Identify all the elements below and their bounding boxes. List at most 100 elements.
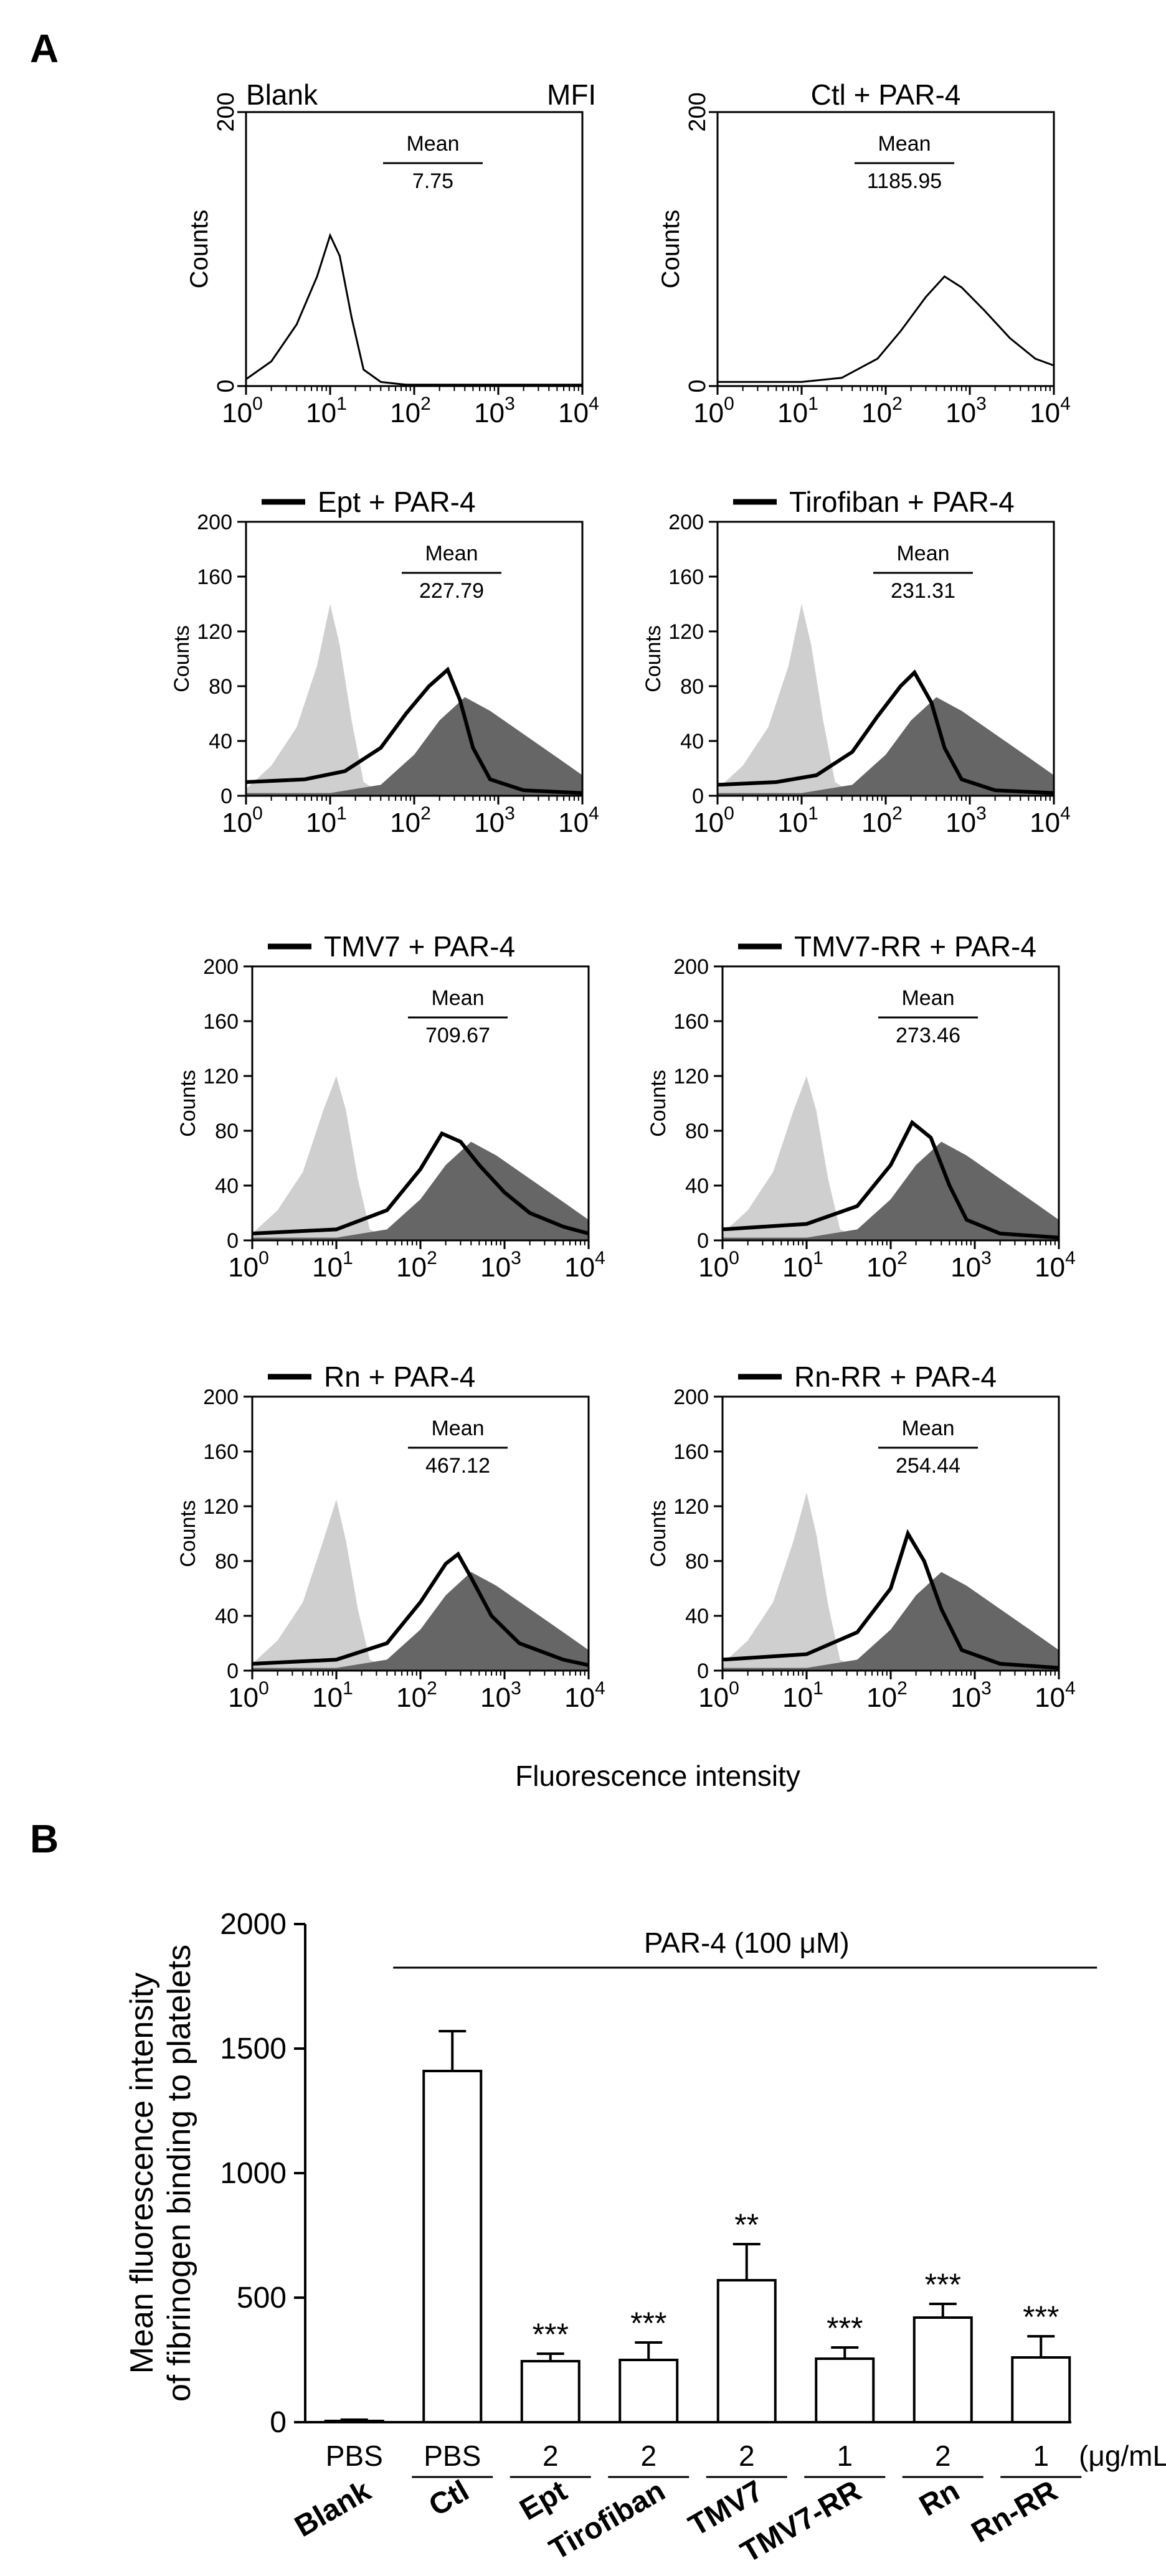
mean-header: Mean — [896, 542, 949, 565]
bar-tmv7-rr — [815, 2357, 875, 2423]
x-tick-label: 103 — [946, 394, 987, 428]
bar-tirofiban — [619, 2359, 679, 2423]
control-histogram-area — [718, 697, 1054, 796]
bar-ept — [520, 2360, 581, 2423]
control-histogram-area — [246, 697, 582, 796]
histogram-8: Rn-RR + PAR-4 0 40 80 120 160 200 Counts 100 101 1… — [647, 1361, 1076, 1713]
y-axis-title: Counts — [647, 1070, 670, 1137]
legend-label: Tirofiban + PAR-4 — [789, 486, 1015, 518]
series-line — [718, 275, 1055, 383]
panel-a-label: A — [30, 26, 59, 71]
y-tick-label: 1000 — [220, 2157, 287, 2190]
x-tick-label: 102 — [390, 394, 431, 428]
mean-value: 709.67 — [425, 1024, 490, 1047]
y-axis-title: Mean fluorescence intensity — [124, 1973, 160, 2374]
x-tick-label: 101 — [777, 394, 818, 428]
bar-chart: 0 500 1000 1500 2000 Mean fluorescence intens… — [124, 1908, 1166, 2569]
y-tick-label: 200 — [673, 1385, 709, 1409]
mean-header: Mean — [431, 1417, 484, 1440]
panel-b-label: B — [30, 1816, 59, 1861]
dose-label: 1 — [837, 2440, 853, 2472]
mean-value: 7.75 — [412, 169, 453, 193]
bar-ctl — [422, 2070, 483, 2423]
y-tick-label: 80 — [215, 1550, 239, 1573]
category-label: Ept — [514, 2475, 572, 2527]
x-tick-label: 104 — [1030, 803, 1071, 838]
x-tick-label: 104 — [558, 394, 599, 428]
series-line — [245, 232, 582, 386]
y-tick-label: 160 — [673, 1440, 709, 1464]
x-tick-label: 101 — [782, 1248, 823, 1283]
x-tick-label: 103 — [474, 394, 515, 428]
blank-histogram-area — [718, 604, 1054, 796]
histogram-6: TMV7-RR + PAR-4 0 40 80 120 160 200 Counts 100 10… — [647, 930, 1076, 1283]
mean-header: Mean — [901, 986, 954, 1010]
dose-label: 2 — [640, 2440, 656, 2472]
y-tick-label: 1500 — [220, 2032, 287, 2065]
x-tick-label: 103 — [950, 1248, 992, 1283]
significance-label: *** — [1023, 2300, 1059, 2334]
mean-value: 273.46 — [896, 1024, 960, 1047]
y-axis-title: Counts — [170, 625, 194, 692]
y-tick-label: 120 — [673, 1065, 709, 1088]
mean-value: 231.31 — [891, 579, 955, 603]
y-tick-label: 160 — [203, 1440, 239, 1464]
y-tick-label: 160 — [668, 565, 704, 589]
blank-histogram-area — [246, 604, 582, 796]
control-histogram-area — [252, 1141, 589, 1240]
series-line — [252, 1551, 589, 1668]
x-tick-label: 104 — [564, 1678, 605, 1713]
x-axis-title: Fluorescence intensity — [515, 1760, 800, 1792]
y-tick-label: 120 — [203, 1495, 239, 1519]
x-tick-label: 100 — [693, 803, 734, 838]
histogram-7: Rn + PAR-4 0 40 80 120 160 200 Counts 100 101 102 1… — [176, 1361, 605, 1713]
dose-label: 2 — [739, 2440, 755, 2472]
y-axis-title: Counts — [657, 210, 685, 289]
histogram-3: Ept + PAR-4 0 40 80 120 160 200 Counts 100 101 102… — [170, 486, 599, 838]
mean-header: Mean — [431, 986, 484, 1010]
y-tick-label: 160 — [203, 1010, 239, 1034]
blank-histogram-area — [723, 1493, 1059, 1671]
y-tick-label: 200 — [668, 511, 704, 534]
histogram-1: Blank 0 200 Counts 100 101 102 103 104 Mean 7.75 — [186, 78, 599, 428]
y-tick-label: 200 — [685, 92, 711, 131]
par4-label: PAR-4 (100 μM) — [644, 1927, 850, 1959]
blank-histogram-area — [723, 1076, 1059, 1240]
x-tick-label: 103 — [474, 803, 515, 838]
x-tick-label: 103 — [946, 803, 987, 838]
x-tick-label: 102 — [866, 1248, 908, 1283]
mean-header: Mean — [901, 1417, 954, 1440]
legend-label: Rn + PAR-4 — [324, 1361, 475, 1393]
series-line — [717, 669, 1055, 795]
bar-rn — [912, 2316, 973, 2423]
x-tick-label: 102 — [861, 394, 903, 428]
series-line — [252, 1131, 589, 1235]
category-label: Rn — [914, 2475, 965, 2523]
unit-label: (μg/mL) — [1079, 2440, 1166, 2472]
control-histogram-area — [723, 1141, 1059, 1240]
y-tick-label: 40 — [215, 1174, 239, 1198]
control-histogram-area — [252, 1572, 589, 1671]
mean-value: 254.44 — [896, 1454, 960, 1478]
mean-header: Mean — [425, 542, 478, 565]
histogram-5: TMV7 + PAR-4 0 40 80 120 160 200 Counts 100 101 10… — [176, 930, 605, 1283]
y-tick-label: 0 — [697, 1229, 709, 1253]
x-tick-label: 102 — [390, 803, 431, 838]
y-tick-label: 40 — [215, 1605, 239, 1628]
y-tick-label: 80 — [680, 675, 704, 699]
significance-label: *** — [827, 2311, 863, 2346]
mean-value: 1185.95 — [867, 169, 942, 193]
bar-tmv7 — [716, 2279, 777, 2423]
histogram-4: Tirofiban + PAR-4 0 40 80 120 160 200 Counts 100… — [642, 486, 1071, 838]
control-histogram-area — [723, 1572, 1059, 1671]
legend-label: Ept + PAR-4 — [318, 486, 476, 518]
y-tick-label: 0 — [697, 1659, 709, 1683]
y-tick-label: 2000 — [220, 1908, 287, 1941]
y-axis-title: Counts — [186, 210, 213, 289]
x-tick-label: 100 — [222, 394, 263, 428]
y-tick-label: 120 — [668, 620, 704, 644]
x-tick-label: 100 — [222, 803, 263, 838]
y-tick-label: 200 — [197, 511, 232, 534]
mfi-label: MFI — [547, 78, 596, 111]
x-tick-label: 100 — [698, 1248, 739, 1283]
